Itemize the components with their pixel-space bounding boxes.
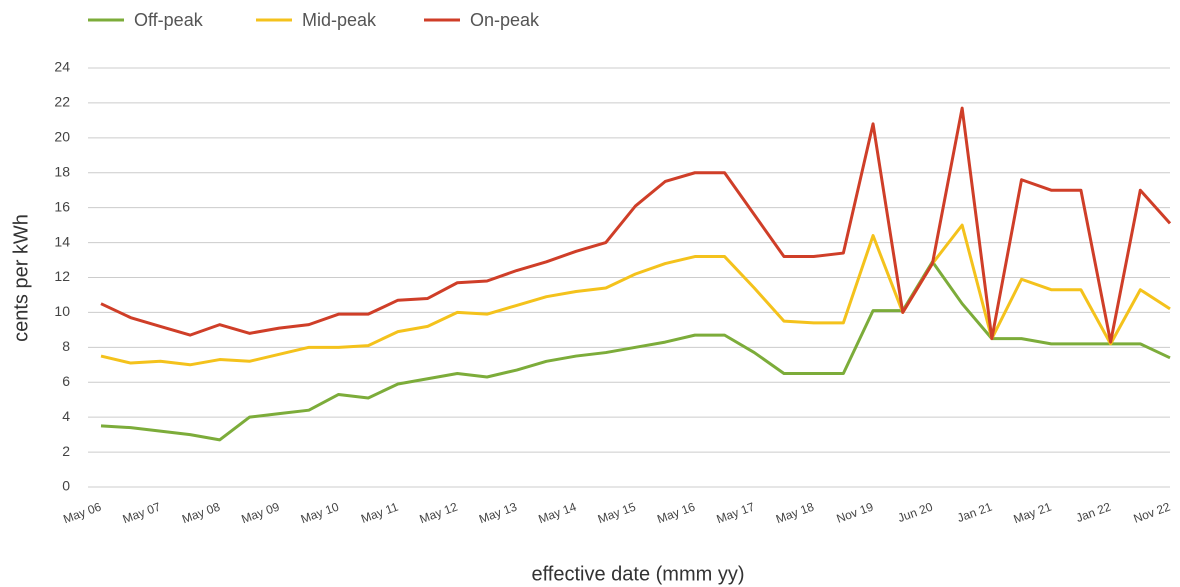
x-tick-label: May 12 <box>418 500 460 527</box>
x-tick-label: Jan 22 <box>1074 500 1113 526</box>
series-line <box>100 106 1172 344</box>
series-line <box>100 260 1171 442</box>
x-tick-label: May 21 <box>1012 500 1054 527</box>
y-tick-label: 2 <box>62 443 70 459</box>
x-tick-label: May 10 <box>299 500 341 527</box>
x-axis-title: effective date (mmm yy) <box>531 563 744 585</box>
y-tick-label: 24 <box>54 59 70 75</box>
y-tick-label: 18 <box>54 163 70 179</box>
y-tick-label: 4 <box>62 408 70 424</box>
legend-label: On-peak <box>470 10 540 30</box>
y-tick-label: 8 <box>62 338 70 354</box>
y-tick-label: 6 <box>62 373 70 389</box>
x-tick-label: May 07 <box>121 500 163 527</box>
x-tick-label: May 14 <box>536 500 578 527</box>
x-tick-label: May 16 <box>655 500 697 527</box>
x-tick-label: May 08 <box>180 500 222 527</box>
x-tick-label: May 11 <box>359 500 400 526</box>
x-tick-label: May 15 <box>596 500 638 527</box>
y-tick-label: 0 <box>62 478 70 494</box>
legend-label: Off-peak <box>134 10 204 30</box>
x-tick-label: Jun 20 <box>896 500 935 526</box>
x-tick-label: May 17 <box>715 500 757 527</box>
y-axis-title: cents per kWh <box>10 214 32 342</box>
x-tick-label: May 13 <box>477 500 519 527</box>
x-tick-label: Nov 19 <box>835 500 876 526</box>
x-tick-label: Jan 21 <box>955 500 994 526</box>
x-tick-label: May 06 <box>61 500 103 527</box>
x-tick-label: May 09 <box>240 500 282 527</box>
y-tick-label: 20 <box>54 129 70 145</box>
legend-label: Mid-peak <box>302 10 377 30</box>
y-tick-label: 16 <box>54 198 70 214</box>
y-tick-label: 14 <box>54 233 70 249</box>
x-tick-label: Nov 22 <box>1132 500 1173 526</box>
y-tick-label: 12 <box>54 268 70 284</box>
y-tick-label: 10 <box>54 303 70 319</box>
y-tick-label: 22 <box>54 94 70 110</box>
x-tick-label: May 18 <box>774 500 816 527</box>
